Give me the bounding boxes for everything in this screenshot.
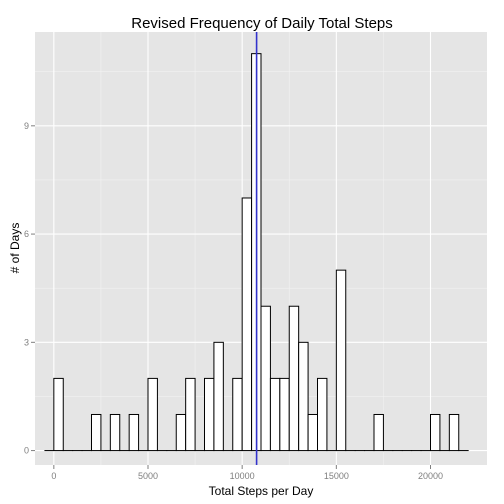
histogram-bar — [53, 377, 64, 452]
y-axis-title: # of Days — [8, 223, 22, 274]
histogram-bar — [260, 305, 271, 452]
histogram-bar — [204, 377, 215, 452]
y-tick-label: 6 — [24, 229, 29, 239]
axis-ticks: 0 5000 10000 15000 20000 0 3 6 9 — [24, 121, 443, 481]
histogram-bar — [307, 413, 319, 452]
y-tick-label: 3 — [24, 337, 29, 347]
chart-title: Revised Frequency of Daily Total Steps — [131, 15, 393, 32]
x-tick-label: 20000 — [418, 471, 443, 481]
x-tick-label: 0 — [51, 471, 56, 481]
histogram-bar — [335, 269, 347, 452]
histogram-bar — [269, 377, 281, 452]
x-tick-label: 10000 — [230, 471, 255, 481]
y-tick-label: 0 — [24, 446, 29, 456]
histogram-bar — [279, 377, 290, 452]
histogram-bar — [147, 377, 158, 452]
x-axis-title: Total Steps per Day — [209, 484, 314, 498]
histogram-bar — [91, 413, 102, 452]
histogram-bar — [430, 413, 441, 452]
histogram-bar — [185, 377, 196, 452]
x-tick-label: 15000 — [324, 471, 349, 481]
histogram-bars — [44, 53, 469, 452]
histogram-bar — [373, 413, 384, 452]
histogram-bar — [288, 305, 300, 452]
histogram-bar — [128, 413, 140, 452]
histogram-bar — [317, 377, 328, 452]
histogram-bar — [241, 197, 253, 452]
histogram-bar — [448, 413, 460, 452]
histogram-bar — [298, 341, 309, 452]
histogram-bar — [109, 413, 121, 452]
histogram-bar — [213, 341, 224, 452]
histogram-bar — [232, 377, 243, 452]
y-tick-label: 9 — [24, 121, 29, 131]
x-tick-label: 5000 — [138, 471, 158, 481]
histogram-bar — [175, 413, 187, 452]
